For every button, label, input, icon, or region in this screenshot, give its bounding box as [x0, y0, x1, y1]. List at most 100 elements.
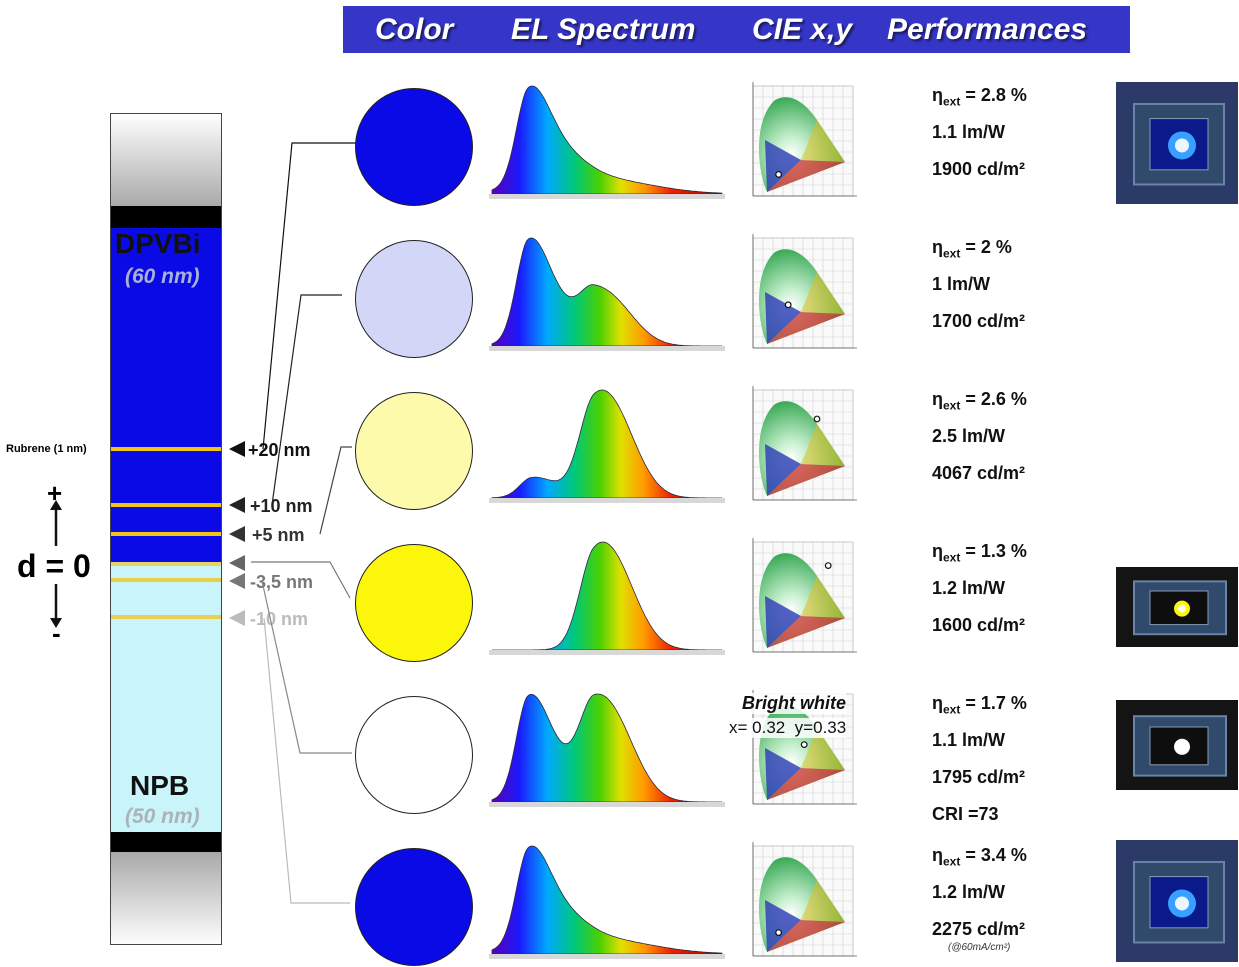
- el-spectrum-plot: [489, 85, 725, 199]
- cie-point-icon: [775, 170, 782, 178]
- axis-arrows: [50, 500, 62, 628]
- rubrene-line-zero: [111, 562, 221, 566]
- emission-color-swatch: [355, 88, 473, 206]
- yellow-device-photo: [1116, 567, 1238, 647]
- rubrene-label: Rubrene (1 nm): [6, 443, 87, 455]
- eta-subscript: ext: [943, 550, 961, 565]
- cie-diagram: [752, 82, 857, 197]
- performance-metric: 1.1 lm/W: [932, 730, 1006, 750]
- cie-diagram: [752, 842, 857, 957]
- rubrene-line-minus10: [111, 615, 221, 619]
- eta-symbol: η: [932, 693, 943, 713]
- rubrene-line-plus10: [111, 503, 221, 507]
- header-color: Color: [375, 13, 454, 46]
- eta-subscript: ext: [943, 246, 961, 261]
- cie-point-icon: [824, 562, 832, 570]
- performance-metric: 1 lm/W: [932, 274, 991, 294]
- performance-metric: 2.5 lm/W: [932, 426, 1006, 446]
- rubrene-line-minus3-5: [111, 578, 221, 582]
- marker-minus3-5-icon: [229, 573, 245, 589]
- header-el-spectrum: EL Spectrum: [511, 13, 696, 46]
- eta-subscript: ext: [943, 702, 961, 717]
- npb-layer: [111, 562, 221, 832]
- eta-subscript: ext: [943, 94, 961, 109]
- external-efficiency: ηext = 1.3 %: [932, 541, 1027, 565]
- spectrum-axis-strip: [489, 194, 725, 199]
- spectrum-curve: [491, 389, 722, 499]
- external-efficiency: ηext = 2 %: [932, 237, 1012, 261]
- cie-point-icon: [800, 741, 808, 748]
- marker-minus10-icon: [229, 610, 245, 626]
- emission-color-swatch: [355, 848, 473, 966]
- spectrum-axis-strip: [489, 346, 725, 351]
- column-header-bar: Color EL Spectrum CIE x,y Performances: [343, 6, 1130, 53]
- efficiency-value: = 1.7 %: [960, 693, 1027, 713]
- eta-symbol: η: [932, 85, 943, 105]
- performance-metric: 1795 cd/m²: [932, 767, 1026, 787]
- dpvbi-thickness: (60 nm): [125, 265, 200, 288]
- efficiency-value: = 2.8 %: [960, 85, 1027, 105]
- position-plus10: +10 nm: [250, 496, 313, 516]
- cie-point-icon: [813, 415, 821, 423]
- spectrum-axis-strip: [489, 954, 725, 959]
- spectrum-axis-strip: [489, 498, 725, 503]
- spectrum-curve: [492, 541, 722, 651]
- bright-white-label: Bright white: [742, 693, 846, 714]
- spectrum-curve: [491, 85, 723, 195]
- d-zero-label: d = 0: [17, 548, 91, 584]
- spectrum-curve: [491, 237, 722, 347]
- eta-symbol: η: [932, 845, 943, 865]
- npb-label: NPB: [130, 770, 190, 801]
- oled-layer-stack: [110, 113, 222, 945]
- header-performances: Performances: [887, 13, 1088, 46]
- spectrum-curve: [491, 845, 723, 955]
- emission-color-swatch: [355, 544, 473, 662]
- emission-color-swatch: [355, 240, 473, 358]
- efficiency-value: = 2.6 %: [960, 389, 1027, 409]
- el-spectrum-plot: [489, 845, 725, 959]
- eta-symbol: η: [932, 389, 943, 409]
- performance-metric: 1.1 lm/W: [932, 122, 1006, 142]
- external-efficiency: ηext = 3.4 %: [932, 845, 1027, 869]
- electrode-band-bottom: [111, 832, 221, 852]
- cie-diagram: [752, 538, 857, 653]
- el-spectrum-plot: [489, 389, 725, 503]
- blue-device-photo: [1116, 840, 1238, 962]
- cathode-layer: [111, 852, 221, 944]
- plus-sign: +: [47, 478, 63, 508]
- cie-point-icon: [775, 929, 782, 936]
- cie-point-icon: [784, 301, 792, 309]
- el-spectrum-plot: [489, 237, 725, 351]
- anode-layer: [111, 114, 221, 206]
- external-efficiency: ηext = 2.6 %: [932, 389, 1027, 413]
- emission-color-swatch: [355, 392, 473, 510]
- blue-device-photo: [1116, 82, 1238, 204]
- cie-diagram: [752, 234, 857, 349]
- eta-subscript: ext: [943, 854, 961, 869]
- rubrene-line-plus5: [111, 532, 221, 536]
- external-efficiency: ηext = 1.7 %: [932, 693, 1027, 717]
- marker-zero-icon: [229, 555, 245, 571]
- rubrene-line-plus20: [111, 447, 221, 451]
- performance-metric: CRI =73: [932, 804, 999, 824]
- dpvbi-label: DPVBi: [115, 228, 201, 259]
- spectrum-curve: [491, 693, 722, 803]
- cie-diagram: [752, 386, 857, 501]
- el-spectrum-plot: [489, 541, 725, 655]
- minus-sign: -: [52, 618, 61, 648]
- marker-plus5-icon: [229, 526, 245, 542]
- performance-metric: 2275 cd/m²: [932, 919, 1026, 939]
- performance-metric: 1600 cd/m²: [932, 615, 1026, 635]
- eta-symbol: η: [932, 237, 943, 257]
- marker-plus10-icon: [229, 497, 245, 513]
- eta-subscript: ext: [943, 398, 961, 413]
- efficiency-value: = 1.3 %: [960, 541, 1027, 561]
- efficiency-value: = 2 %: [960, 237, 1012, 257]
- spectrum-axis-strip: [489, 650, 725, 655]
- spectrum-axis-strip: [489, 802, 725, 807]
- performance-metric: 1.2 lm/W: [932, 578, 1006, 598]
- electrode-band-top: [111, 206, 221, 228]
- performance-metric: 1.2 lm/W: [932, 882, 1006, 902]
- white-coordinates: x= 0.32 y=0.33: [729, 718, 847, 738]
